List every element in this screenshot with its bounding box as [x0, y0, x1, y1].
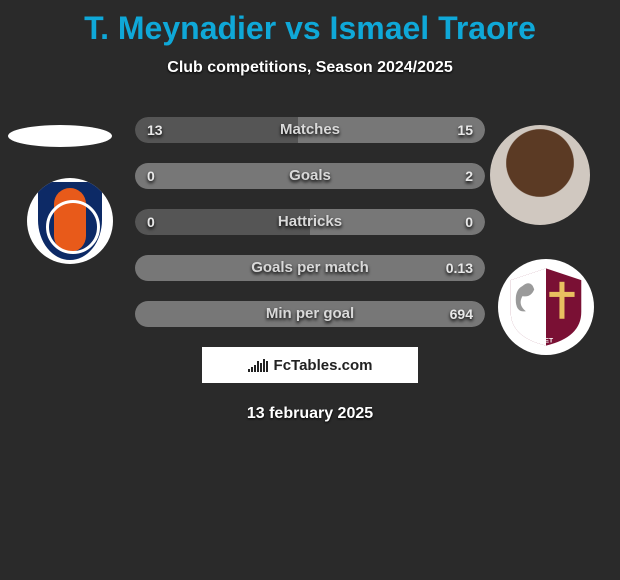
snapshot-date: 13 february 2025	[0, 405, 620, 423]
shield-icon	[38, 182, 102, 260]
club-right-badge: MET	[498, 259, 594, 355]
stat-row: 694Min per goal	[135, 301, 485, 327]
stat-label: Goals	[135, 163, 485, 189]
fctables-logo[interactable]: FcTables.com	[202, 347, 418, 383]
comparison-card: T. Meynadier vs Ismael Traore Club compe…	[0, 0, 620, 423]
bar-chart-icon	[248, 359, 268, 372]
stat-label: Goals per match	[135, 255, 485, 281]
metz-crest-icon: MET	[504, 265, 588, 349]
stat-label: Min per goal	[135, 301, 485, 327]
stat-row: 0.13Goals per match	[135, 255, 485, 281]
player-right-avatar	[490, 125, 590, 225]
season-subtitle: Club competitions, Season 2024/2025	[0, 59, 620, 77]
stat-label: Hattricks	[135, 209, 485, 235]
page-title: T. Meynadier vs Ismael Traore	[0, 0, 620, 47]
svg-text:MET: MET	[539, 337, 554, 344]
stat-row: 00Hattricks	[135, 209, 485, 235]
stats-table: 1315Matches 02Goals 00Hattricks 0.13Goals p…	[135, 117, 485, 327]
player-left-avatar	[8, 125, 112, 147]
stat-label: Matches	[135, 117, 485, 143]
logo-text: FcTables.com	[274, 357, 373, 374]
stat-row: 02Goals	[135, 163, 485, 189]
stat-row: 1315Matches	[135, 117, 485, 143]
club-left-badge	[27, 178, 113, 264]
